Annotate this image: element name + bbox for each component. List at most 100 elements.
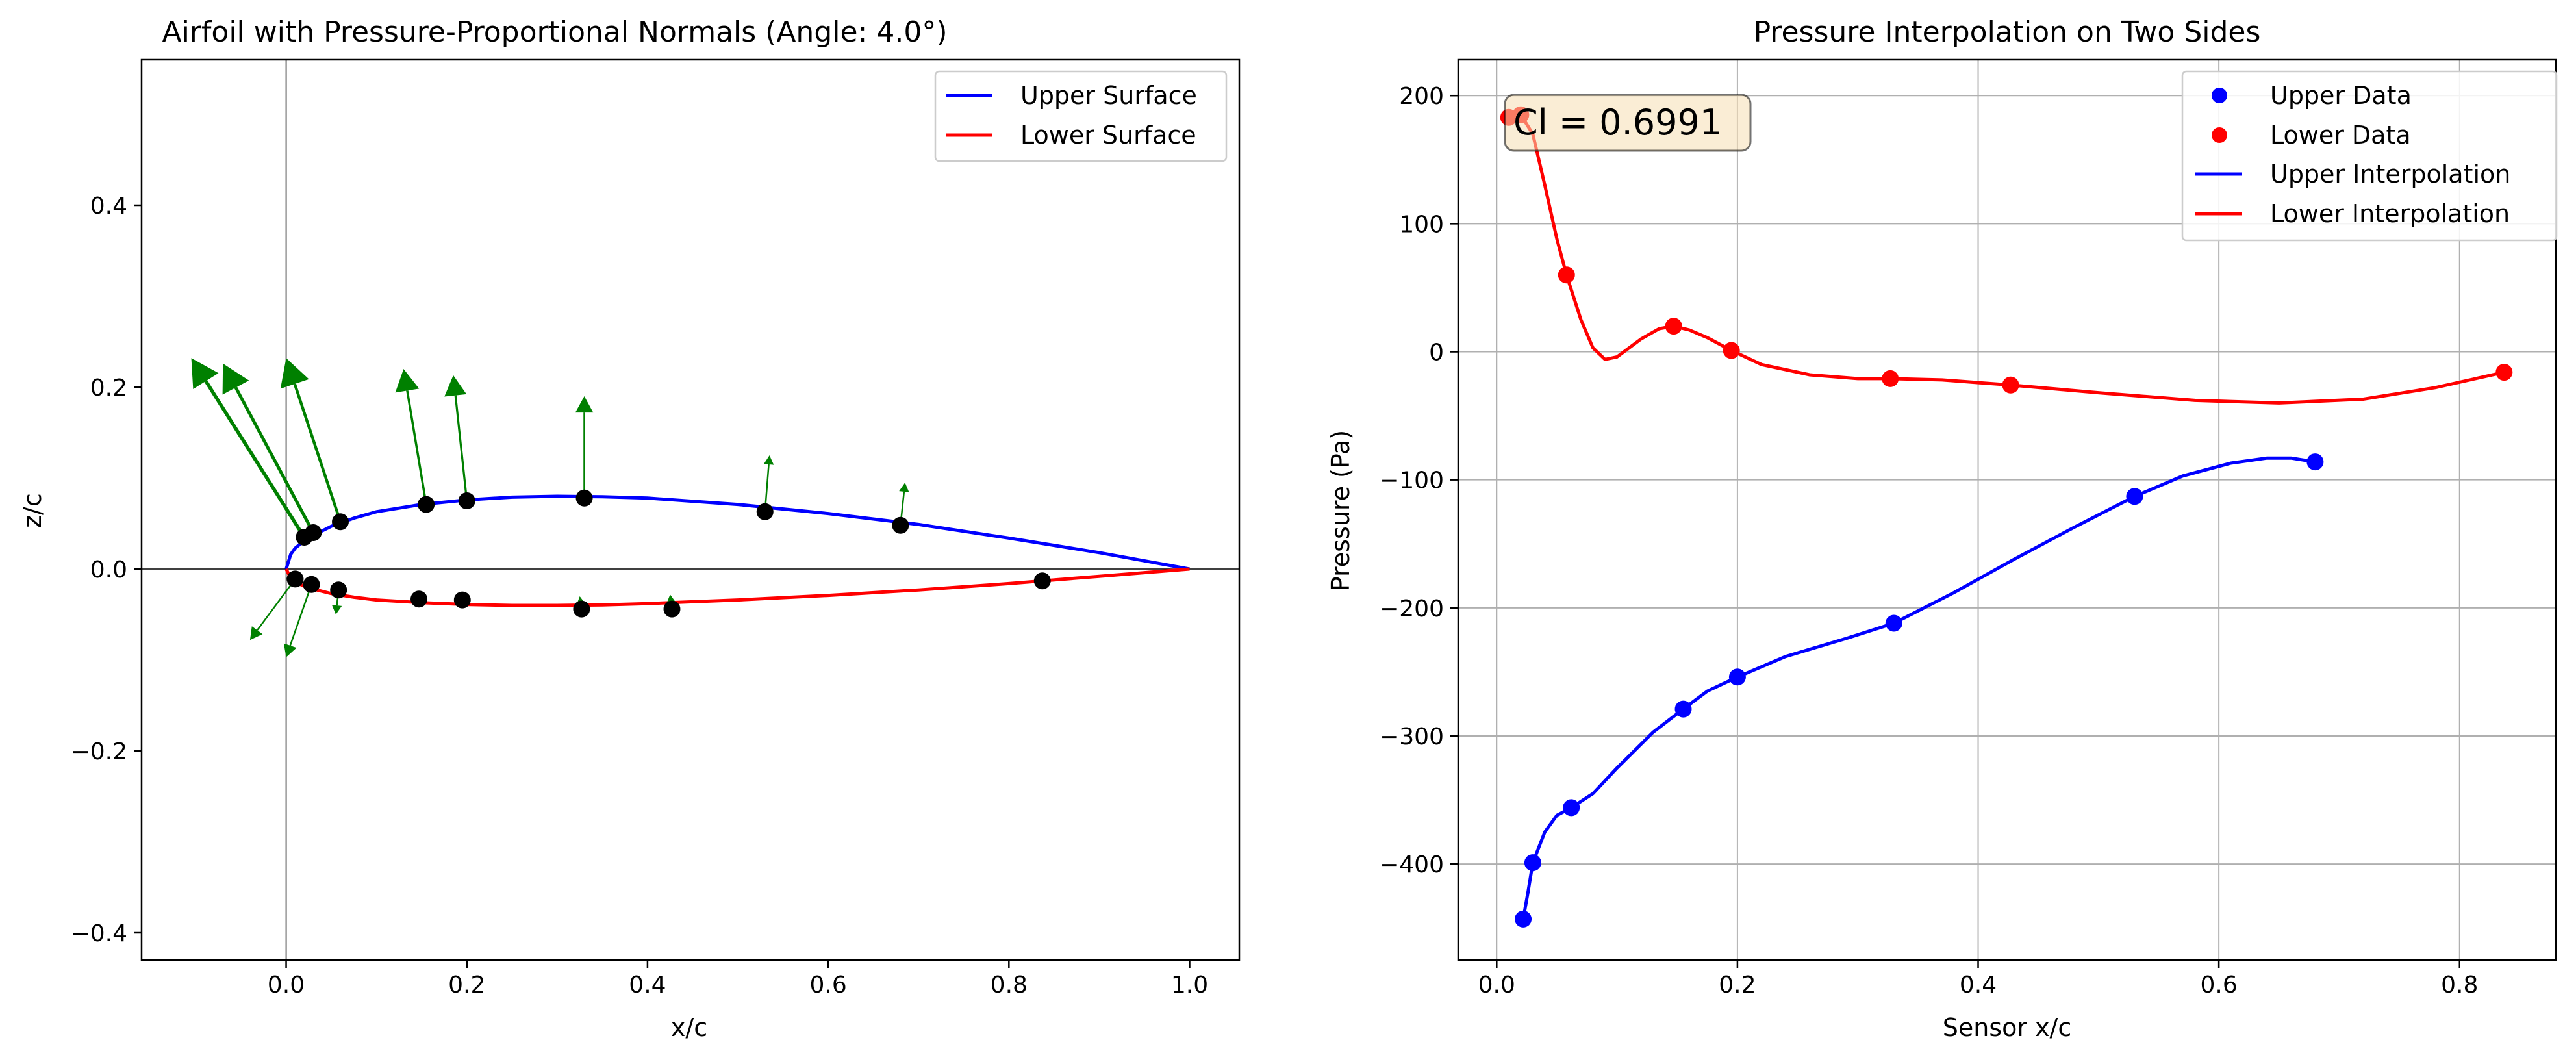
normal-arrow	[395, 369, 427, 505]
normal-arrow	[575, 396, 594, 498]
lower-data-point	[2495, 364, 2513, 381]
normal-arrow-shaft	[454, 395, 468, 501]
pressure-x-tick-label: 0.2	[1719, 972, 1756, 998]
legend-upper-data-label: Upper Data	[2270, 81, 2412, 110]
normal-arrow-shaft	[293, 383, 342, 522]
airfoil-y-tick-label: 0.0	[90, 557, 127, 583]
pressure-y-tick-label: −400	[1380, 852, 1444, 878]
pressure-chart: Pressure Interpolation on Two Sides Sens…	[1326, 16, 2558, 1042]
sensor-point	[756, 503, 774, 520]
airfoil-x-tick-label: 0.6	[809, 972, 846, 998]
pressure-plot-frame	[1457, 58, 2557, 961]
normal-arrow-head	[191, 358, 219, 390]
upper-interpolation-line	[1521, 456, 2316, 920]
normal-arrow-shaft	[234, 386, 315, 534]
upper-data-point	[1563, 799, 1580, 817]
pressure-y-tick-label: −100	[1380, 468, 1444, 494]
normal-arrow-head	[249, 626, 263, 640]
normal-arrow-shaft	[204, 380, 306, 538]
pressure-y-tick-label: 100	[1399, 211, 1444, 238]
sensor-point	[453, 591, 471, 609]
cl-annotation-box	[1504, 94, 1752, 152]
sensor-point	[458, 492, 475, 509]
normal-arrow	[249, 578, 296, 640]
sensor-point	[303, 576, 320, 593]
normal-arrow-head	[575, 396, 594, 413]
normal-arrow-head	[899, 483, 909, 492]
pressure-x-tick-label: 0.0	[1478, 972, 1515, 998]
airfoil-x-tick-label: 0.2	[448, 972, 485, 998]
normal-arrow-head	[395, 369, 420, 393]
sensor-point	[1033, 572, 1051, 590]
airfoil-x-tick-label: 1.0	[1171, 972, 1208, 998]
legend-upper-surface-label: Upper Surface	[1020, 81, 1197, 110]
pressure-x-tick-label: 0.8	[2441, 972, 2478, 998]
pressure-x-axis-label: Sensor x/c	[1943, 1013, 2072, 1042]
pressure-legend: Upper Data Lower Data Upper Interpolatio…	[2181, 70, 2558, 242]
upper-data-point	[1515, 910, 1532, 928]
sensor-point	[305, 524, 322, 541]
pressure-y-tick-label: −200	[1380, 596, 1444, 622]
normal-arrow-shaft	[406, 390, 427, 505]
sensor-point	[286, 570, 304, 588]
normal-arrow-head	[763, 455, 774, 465]
normal-arrow	[283, 584, 312, 657]
upper-data-point	[1674, 700, 1692, 718]
pressure-legend-box	[2181, 70, 2558, 242]
upper-data-point	[1524, 854, 1541, 872]
airfoil-y-tick-label: 0.4	[90, 193, 127, 220]
cl-annotation: Cl = 0.6991	[1504, 94, 1752, 152]
pressure-y-tick-label: 0	[1429, 340, 1444, 366]
legend-lower-data-swatch	[2212, 127, 2227, 143]
normal-arrow	[191, 358, 306, 538]
airfoil-x-tick-label: 0.0	[268, 972, 305, 998]
sensor-point	[410, 590, 428, 608]
sensor-point	[892, 516, 909, 534]
lower-data-point	[1558, 266, 1575, 284]
cl-annotation-text: Cl = 0.6991	[1513, 102, 1722, 143]
airfoil-y-tick-label: 0.2	[90, 375, 127, 401]
pressure-x-tick-label: 0.6	[2201, 972, 2238, 998]
airfoil-x-tick-label: 0.8	[991, 972, 1028, 998]
normal-arrow-shaft	[257, 578, 296, 631]
upper-data-point	[2126, 488, 2143, 505]
pressure-x-tick-label: 0.4	[1960, 972, 1997, 998]
legend-lower-surface-label: Lower Surface	[1020, 121, 1196, 149]
airfoil-y-tick-label: −0.2	[71, 739, 127, 765]
sensor-point	[330, 581, 347, 599]
pressure-chart-title: Pressure Interpolation on Two Sides	[1754, 16, 2261, 49]
lower-data-point	[1723, 342, 1740, 359]
sensor-point	[332, 513, 349, 531]
normal-arrow-head	[444, 375, 467, 397]
airfoil-legend: Upper Surface Lower Surface	[934, 70, 1228, 162]
upper-data-point	[2306, 453, 2324, 471]
sensor-point	[418, 496, 435, 513]
airfoil-legend-box	[934, 70, 1228, 162]
airfoil-chart: Airfoil with Pressure-Proportional Norma…	[18, 16, 1241, 1042]
lower-data-point	[1882, 370, 1899, 387]
pressure-y-tick-label: 200	[1399, 83, 1444, 110]
sensor-point	[575, 489, 593, 507]
normal-arrow	[222, 363, 315, 534]
normal-arrow	[763, 455, 774, 512]
upper-data-point	[1728, 668, 1746, 686]
normal-arrow	[444, 375, 468, 501]
airfoil-y-axis-label: z/c	[18, 493, 47, 528]
airfoil-chart-title: Airfoil with Pressure-Proportional Norma…	[162, 16, 948, 49]
normal-arrow-head	[283, 643, 297, 657]
normal-arrow-head	[331, 605, 342, 614]
sensor-point	[663, 600, 681, 618]
airfoil-x-tick-label: 0.4	[629, 972, 666, 998]
legend-upper-data-swatch	[2212, 88, 2227, 103]
normal-arrow	[280, 358, 342, 522]
normal-arrow-head	[222, 363, 249, 395]
airfoil-plot-frame	[140, 58, 1241, 961]
airfoil-x-axis-label: x/c	[671, 1013, 707, 1042]
normal-arrow-shaft	[289, 584, 312, 646]
lower-data-point	[1665, 318, 1682, 335]
normal-arrow-head	[280, 358, 309, 389]
legend-lower-data-label: Lower Data	[2270, 121, 2411, 149]
upper-data-point	[1885, 614, 1902, 632]
sensor-point	[573, 600, 590, 618]
lower-data-point	[2002, 376, 2019, 394]
